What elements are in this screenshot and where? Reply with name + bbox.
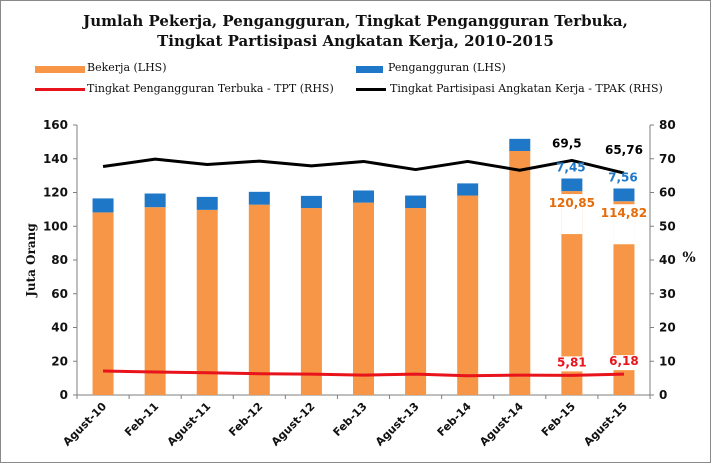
right-tick-label: 40 — [659, 253, 676, 267]
bar-label-mask — [613, 204, 635, 245]
bar-bekerja — [457, 195, 479, 395]
chart-subtitle: Tingkat Partisipasi Angkatan Kerja, 2010… — [157, 32, 554, 50]
legend-swatch-tpak — [356, 88, 386, 91]
x-category-label: Agust-12 — [269, 400, 318, 449]
bar-bekerja — [509, 150, 531, 395]
x-category-label: Agust-13 — [373, 400, 422, 449]
bar-pengangguran — [248, 191, 270, 205]
legend-label-pengangguran: Pengangguran (LHS) — [388, 61, 506, 74]
chart-title: Jumlah Pekerja, Pengangguran, Tingkat Pe… — [83, 12, 628, 30]
right-tick-label: 50 — [659, 219, 676, 233]
right-tick-label: 30 — [659, 287, 676, 301]
bar-pengangguran — [561, 178, 583, 192]
bar-bekerja — [196, 209, 218, 395]
left-tick-label: 80 — [51, 253, 68, 267]
data-label: 7,56 — [608, 170, 638, 184]
left-tick-label: 120 — [43, 186, 68, 200]
bar-pengangguran — [144, 193, 166, 208]
left-tick-label: 0 — [60, 388, 68, 402]
right-tick-label: 20 — [659, 321, 676, 335]
legend-swatch-bekerja — [35, 66, 85, 73]
x-category-label: Feb-14 — [435, 400, 474, 439]
bar-bekerja — [300, 208, 322, 395]
bar-bekerja — [353, 202, 374, 395]
bar-pengangguran — [405, 195, 427, 209]
right-tick-label: 0 — [659, 388, 667, 402]
data-label: 5,81 — [557, 355, 587, 369]
legend-label-tpt: Tingkat Pengangguran Terbuka - TPT (RHS) — [87, 82, 334, 95]
left-tick-label: 20 — [51, 354, 68, 368]
x-category-label: Feb-12 — [226, 400, 265, 439]
x-category-label: Agust-10 — [60, 400, 109, 449]
left-tick-label: 160 — [43, 118, 68, 132]
legend-swatch-tpt — [35, 88, 85, 91]
bar-pengangguran — [196, 196, 218, 210]
bar-bekerja — [613, 201, 635, 395]
x-category-label: Feb-15 — [539, 400, 578, 439]
bar-pengangguran — [353, 190, 374, 203]
left-tick-label: 100 — [43, 219, 68, 233]
bar-label-mask — [561, 356, 583, 372]
bar-pengangguran — [300, 195, 322, 209]
right-tick-label: 80 — [659, 118, 676, 132]
bar-bekerja — [405, 208, 427, 395]
bar-pengangguran — [613, 188, 635, 202]
bar-pengangguran — [457, 183, 479, 196]
x-category-label: Feb-13 — [331, 400, 370, 439]
right-tick-label: 70 — [659, 152, 676, 166]
bar-bekerja — [248, 204, 270, 395]
legend-swatch-pengangguran — [356, 66, 383, 73]
data-label: 69,5 — [552, 136, 582, 150]
left-tick-label: 60 — [51, 287, 68, 301]
left-tick-label: 40 — [51, 321, 68, 335]
right-tick-label: 60 — [659, 186, 676, 200]
line-tpt — [103, 369, 624, 378]
bar-bekerja — [144, 207, 166, 395]
bar-pengangguran — [92, 198, 114, 213]
data-label: 65,76 — [605, 143, 643, 157]
bar-label-mask — [561, 194, 583, 235]
right-tick-label: 10 — [659, 354, 676, 368]
line-tpak — [102, 157, 625, 175]
y-axis-left-title: Juta Orang — [24, 223, 38, 298]
legend-label-tpak: Tingkat Partisipasi Angkatan Kerja - TPA… — [390, 82, 663, 95]
data-label: 120,85 — [549, 196, 595, 210]
bar-pengangguran — [509, 138, 531, 151]
bar-bekerja — [561, 191, 583, 395]
bar-label-mask — [613, 355, 635, 371]
x-category-label: Feb-11 — [122, 400, 161, 439]
left-tick-label: 140 — [43, 152, 68, 166]
x-category-label: Agust-11 — [165, 400, 214, 449]
data-label: 7,45 — [556, 160, 586, 174]
bar-bekerja — [92, 212, 114, 395]
y-axis-right-title: % — [682, 250, 695, 266]
legend-label-bekerja: Bekerja (LHS) — [87, 61, 167, 74]
data-label: 114,82 — [601, 206, 647, 220]
x-category-label: Agust-14 — [477, 400, 526, 449]
x-category-label: Agust-15 — [581, 400, 630, 449]
data-label: 6,18 — [609, 354, 639, 368]
